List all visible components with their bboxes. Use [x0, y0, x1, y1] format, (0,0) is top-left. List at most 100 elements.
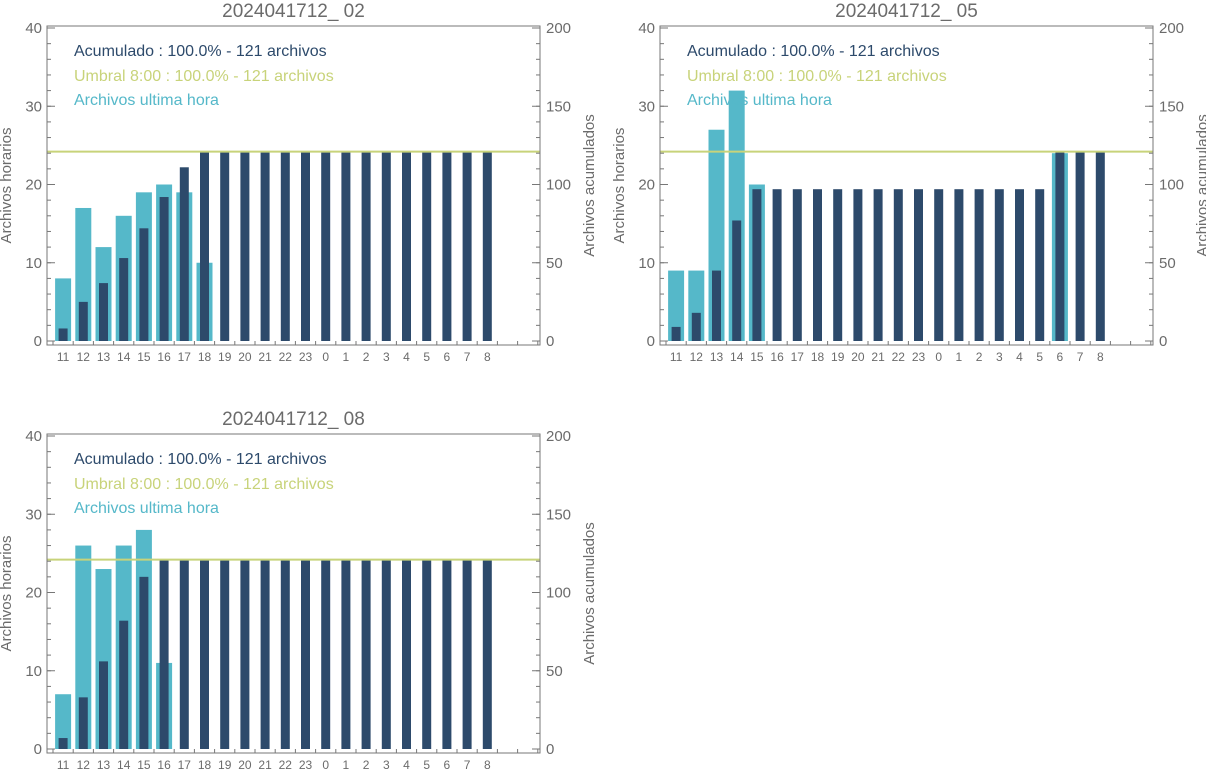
cumulative-bar: [58, 328, 68, 341]
cumulative-bar: [442, 559, 452, 749]
x-tick-label: 21: [258, 350, 272, 364]
left-tick-label: 20: [25, 177, 42, 194]
cumulative-bar: [119, 620, 129, 749]
x-tick-label: 5: [1036, 350, 1043, 364]
right-tick-label: 200: [1159, 20, 1184, 37]
legend-threshold: Umbral 8:00 : 100.0% - 121 archivos: [74, 476, 334, 493]
cumulative-bar: [1055, 151, 1065, 341]
right-tick-label: 150: [546, 506, 571, 523]
x-tick-label: 22: [279, 758, 293, 771]
x-tick-label: 7: [464, 758, 471, 771]
cumulative-bar: [792, 189, 802, 341]
right-tick-label: 100: [546, 585, 571, 602]
x-tick-label: 13: [97, 758, 111, 771]
x-tick-label: 15: [137, 350, 151, 364]
x-tick-label: 12: [77, 350, 91, 364]
cumulative-bar: [119, 258, 129, 341]
cumulative-bar: [240, 151, 250, 341]
x-tick-label: 1: [343, 350, 350, 364]
right-tick-label: 150: [546, 98, 571, 115]
x-tick-label: 6: [444, 350, 451, 364]
cumulative-bar: [712, 270, 721, 341]
y-axis-label-right: Archivos acumulados: [581, 114, 598, 257]
hourly-bar: [668, 270, 685, 341]
cumulative-bar: [78, 697, 88, 749]
plot-frame: [46, 25, 541, 346]
cumulative-bar: [772, 189, 782, 341]
x-tick-label: 11: [57, 758, 70, 771]
x-tick-label: 18: [198, 758, 212, 771]
cumulative-bar: [422, 151, 432, 341]
x-tick-label: 4: [403, 350, 410, 364]
x-tick-label: 2: [363, 350, 370, 364]
x-tick-label: 2: [363, 758, 370, 771]
x-tick-label: 0: [935, 350, 942, 364]
cumulative-bar: [691, 312, 701, 341]
x-tick-label: 15: [137, 758, 151, 771]
x-tick-label: 22: [892, 350, 906, 364]
cumulative-bar: [1075, 151, 1085, 341]
cumulative-bar: [934, 189, 944, 341]
cumulative-bar: [462, 559, 472, 749]
cumulative-bar: [240, 559, 250, 749]
right-tick-label: 50: [546, 255, 563, 272]
cumulative-bar: [873, 189, 883, 341]
x-tick-label: 19: [218, 350, 232, 364]
cumulative-bar: [853, 189, 863, 341]
left-tick-label: 10: [25, 663, 42, 680]
cumulative-bar: [260, 151, 270, 341]
cumulative-bar: [732, 220, 742, 341]
cumulative-bar: [200, 151, 209, 341]
cumulative-bar: [994, 189, 1004, 341]
x-tick-label: 23: [299, 350, 313, 364]
cumulative-bar: [381, 559, 391, 749]
cumulative-bar: [321, 151, 331, 341]
left-tick-label: 40: [638, 20, 655, 37]
left-tick-label: 0: [34, 333, 42, 350]
legend-cumulative: Acumulado : 100.0% - 121 archivos: [74, 451, 327, 468]
cumulative-bar: [482, 151, 492, 341]
cumulative-bar: [954, 189, 964, 341]
x-tick-label: 3: [996, 350, 1003, 364]
x-tick-label: 8: [484, 758, 491, 771]
legend-hourly: Archivos ultima hora: [687, 92, 832, 109]
legend-threshold: Umbral 8:00 : 100.0% - 121 archivos: [74, 68, 334, 85]
cumulative-bar: [99, 283, 108, 341]
x-tick-label: 14: [117, 350, 131, 364]
x-tick-label: 18: [198, 350, 212, 364]
x-tick-label: 1: [956, 350, 963, 364]
cumulative-bar: [422, 559, 432, 749]
x-tick-label: 2: [976, 350, 983, 364]
cumulative-bar: [893, 189, 903, 341]
left-tick-label: 10: [25, 255, 42, 272]
x-tick-label: 5: [423, 350, 430, 364]
x-tick-label: 8: [1097, 350, 1104, 364]
left-tick-label: 10: [638, 255, 655, 272]
x-tick-label: 4: [1016, 350, 1023, 364]
x-tick-label: 11: [57, 350, 70, 364]
legend-hourly: Archivos ultima hora: [74, 92, 219, 109]
right-tick-label: 100: [546, 177, 571, 194]
cumulative-bar: [179, 559, 189, 749]
y-axis-label-left: Archivos horarios: [0, 128, 15, 244]
left-tick-label: 20: [638, 177, 655, 194]
cumulative-bar: [833, 189, 843, 341]
cumulative-bar: [78, 301, 88, 341]
chart-title: 2024041712_ 08: [222, 409, 365, 430]
x-tick-label: 5: [423, 758, 430, 771]
cumulative-bar: [280, 559, 290, 749]
x-tick-label: 13: [710, 350, 724, 364]
x-tick-label: 21: [871, 350, 885, 364]
x-tick-label: 1: [343, 758, 350, 771]
cumulative-bar: [139, 228, 149, 341]
cumulative-bar: [813, 189, 822, 341]
cumulative-bar: [914, 189, 923, 341]
x-tick-label: 20: [851, 350, 865, 364]
left-tick-label: 30: [25, 506, 42, 523]
cumulative-bar: [301, 559, 310, 749]
x-tick-label: 17: [178, 758, 192, 771]
plot-frame: [46, 433, 541, 754]
x-tick-label: 7: [1077, 350, 1084, 364]
cumulative-bar: [280, 151, 290, 341]
right-tick-label: 50: [1159, 255, 1176, 272]
